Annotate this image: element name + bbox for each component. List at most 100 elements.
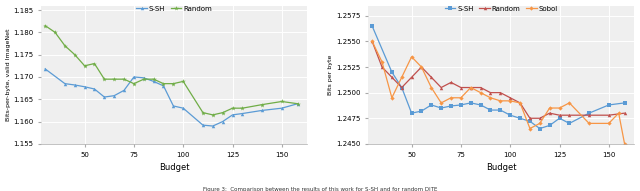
Line: Random: Random [371,40,627,120]
Random [110,78,118,80]
Sobol [447,97,455,99]
Random [585,114,593,116]
Line: Random: Random [43,23,300,117]
Sobol [506,100,514,102]
Random [526,117,534,119]
S-SH [159,85,167,87]
Random [486,91,494,94]
S-SH [506,114,514,116]
Random [120,78,128,80]
S-SH [477,104,484,106]
Sobol [398,76,406,79]
S-SH [418,110,426,112]
Y-axis label: Bits-per-byte, valid ImageNet: Bits-per-byte, valid ImageNet [6,28,10,121]
S-SH [526,120,534,122]
Sobol [437,102,445,104]
Sobol [556,107,563,109]
Random [179,80,187,83]
Sobol [418,66,426,68]
Random [546,112,554,114]
Line: S-SH: S-SH [371,24,626,130]
S-SH [81,86,88,88]
S-SH [100,96,108,98]
Random [556,114,563,116]
Random [506,97,514,99]
S-SH [536,127,543,130]
Random [130,83,138,85]
S-SH [110,95,118,97]
S-SH [546,124,554,127]
S-SH [437,107,445,109]
S-SH [170,105,177,107]
Sobol [566,102,573,104]
Random [497,91,504,94]
Random [447,81,455,83]
Sobol [378,61,386,63]
Text: Figure 3:  Comparison between the results of this work for S-SH and for random D: Figure 3: Comparison between the results… [203,187,437,191]
X-axis label: Budget: Budget [159,163,189,172]
Sobol [457,97,465,99]
S-SH [467,102,475,104]
Random [467,86,475,89]
Random [605,114,612,116]
Sobol [428,86,435,89]
S-SH [486,109,494,111]
Random [294,103,301,105]
Random [259,104,266,106]
Random [71,53,79,56]
S-SH [621,102,628,104]
S-SH [199,124,207,126]
Sobol [526,127,534,130]
Sobol [408,56,415,58]
Sobol [516,102,524,104]
Random [457,86,465,89]
S-SH [150,80,157,83]
Random [170,83,177,85]
Random [42,24,49,27]
Sobol [486,97,494,99]
Sobol [615,112,623,114]
Sobol [477,91,484,94]
S-SH [278,107,285,109]
S-SH [457,104,465,106]
S-SH [294,103,301,105]
S-SH [556,117,563,119]
Random [418,66,426,68]
Random [81,65,88,67]
S-SH [130,76,138,78]
Random [61,45,68,47]
S-SH [368,25,376,27]
Sobol [585,122,593,125]
Random [437,86,445,89]
Sobol [546,107,554,109]
Random [536,117,543,119]
S-SH [42,68,49,70]
Legend: S-SH, Random: S-SH, Random [136,6,212,12]
Random [239,107,246,109]
Random [219,112,227,114]
Random [398,86,406,89]
Random [140,78,148,80]
S-SH [259,109,266,112]
S-SH [447,105,455,107]
S-SH [140,77,148,79]
S-SH [566,122,573,125]
Random [378,66,386,68]
S-SH [228,114,236,116]
Sobol [536,122,543,125]
S-SH [179,107,187,109]
Random [566,114,573,116]
Random [388,76,396,79]
S-SH [91,88,99,90]
Random [159,83,167,85]
S-SH [516,117,524,119]
Random [199,112,207,114]
S-SH [239,112,246,115]
S-SH [219,120,227,123]
Legend: S-SH, Random, Sobol: S-SH, Random, Sobol [445,6,558,12]
Random [621,112,628,114]
Random [150,78,157,80]
Random [91,62,99,65]
Random [368,40,376,43]
Random [100,78,108,80]
